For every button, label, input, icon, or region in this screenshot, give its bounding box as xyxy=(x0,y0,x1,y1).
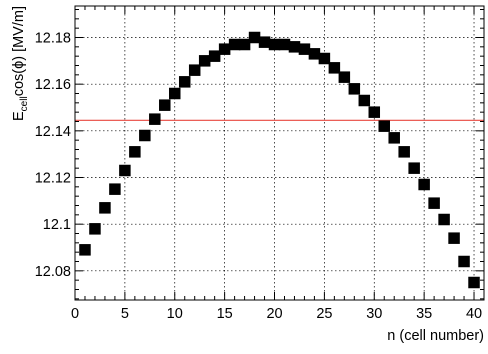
data-point xyxy=(338,71,351,83)
grid-layer xyxy=(74,6,484,300)
x-tick-label: 40 xyxy=(466,306,482,322)
plot-frame xyxy=(74,5,485,301)
data-point xyxy=(428,197,440,209)
data-point xyxy=(438,213,450,226)
x-tick-label: 5 xyxy=(121,306,129,322)
data-point xyxy=(119,164,131,177)
data-point xyxy=(89,223,101,235)
data-point xyxy=(288,41,301,53)
y-axis-title-subscript: cell xyxy=(19,96,30,111)
x-tick-label: 20 xyxy=(266,306,282,322)
y-axis-title-prefix: E xyxy=(11,111,27,121)
data-point xyxy=(178,76,191,88)
y-tick-label: 12.18 xyxy=(35,31,71,47)
data-point xyxy=(248,31,261,44)
data-point xyxy=(99,202,111,214)
data-point xyxy=(398,146,410,158)
data-point xyxy=(139,129,151,142)
data-point xyxy=(218,43,231,55)
data-point xyxy=(388,132,400,144)
x-tick-label: 15 xyxy=(217,306,233,322)
data-point xyxy=(328,62,341,74)
data-point xyxy=(198,55,211,67)
y-tick-label: 12.1 xyxy=(43,217,71,233)
data-point xyxy=(368,106,381,118)
data-point xyxy=(348,83,361,95)
data-point xyxy=(308,48,321,60)
data-point xyxy=(448,232,460,244)
data-point xyxy=(268,38,281,51)
y-tick-label: 12.08 xyxy=(35,264,71,280)
data-point xyxy=(408,162,420,174)
data-point xyxy=(418,178,430,191)
marker-layer xyxy=(79,31,480,289)
data-point xyxy=(169,87,181,100)
data-point xyxy=(159,99,171,111)
data-point xyxy=(109,183,121,195)
data-point xyxy=(318,52,331,65)
x-tick-label: 0 xyxy=(71,306,79,322)
x-tick-label: 25 xyxy=(316,306,332,322)
y-axis-title: Ecellcos(ϕ) [MV/m] xyxy=(11,6,30,121)
x-tick-label: 30 xyxy=(366,306,382,322)
data-point xyxy=(458,255,470,268)
x-tick-label: 35 xyxy=(416,306,432,322)
data-point xyxy=(79,244,91,256)
data-point xyxy=(238,38,251,51)
y-tick-label: 12.12 xyxy=(35,171,71,187)
axis-layer: 0 5 10 15 20 25 30 35 40 12.08 12.1 12.12 12.14 12.16… xyxy=(35,5,485,322)
x-axis-title: n (cell number) xyxy=(387,328,484,344)
data-point xyxy=(378,120,390,132)
data-point xyxy=(258,36,271,48)
data-point xyxy=(278,38,291,51)
data-point xyxy=(208,50,221,62)
y-tick-label: 12.14 xyxy=(35,124,71,140)
data-point xyxy=(149,113,161,125)
data-point xyxy=(298,43,311,55)
data-point xyxy=(188,64,201,76)
data-point xyxy=(228,38,241,51)
x-tick-label: 10 xyxy=(167,306,183,322)
data-point xyxy=(468,276,480,289)
y-axis-title-rest: cos(ϕ) [MV/m] xyxy=(11,6,27,96)
data-point xyxy=(129,146,141,158)
data-point xyxy=(358,94,371,107)
y-tick-label: 12.16 xyxy=(35,77,71,93)
